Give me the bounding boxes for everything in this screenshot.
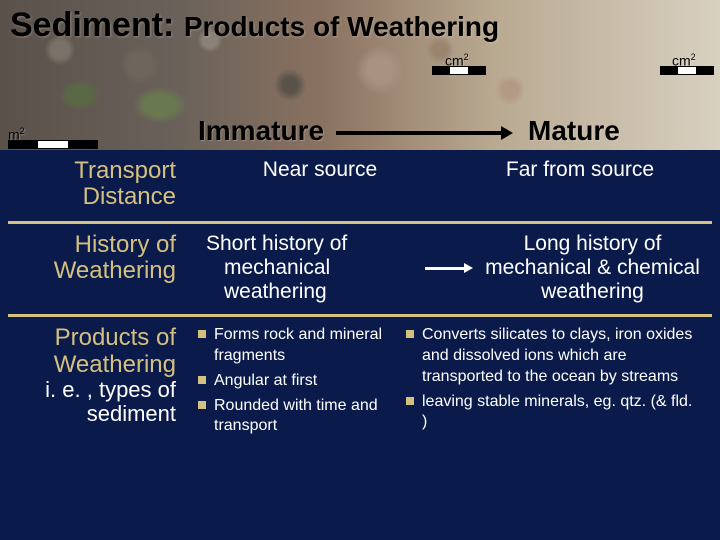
history-arrow-icon bbox=[415, 232, 475, 278]
row-label-history: History of Weathering bbox=[10, 232, 190, 285]
scale-bar-m2 bbox=[8, 140, 98, 149]
title-main: Sediment: bbox=[10, 6, 174, 44]
title-sub: Products of Weathering bbox=[184, 11, 499, 42]
list-item: Converts silicates to clays, iron oxides… bbox=[404, 325, 702, 387]
transport-far: Far from source bbox=[450, 158, 710, 182]
list-item: leaving stable minerals, eg. qtz. (& fld… bbox=[404, 392, 702, 434]
transport-near: Near source bbox=[190, 158, 450, 182]
label-mature: Mature bbox=[528, 115, 620, 147]
slide-title: Sediment: Products of Weathering bbox=[10, 6, 499, 45]
list-item: Forms rock and mineral fragments bbox=[196, 325, 392, 367]
row-label-products: Products of Weathering i. e. , types of … bbox=[10, 325, 190, 426]
row-transport: Transport Distance Near source Far from … bbox=[0, 150, 720, 221]
label-immature: Immature bbox=[198, 115, 324, 147]
row-products: Products of Weathering i. e. , types of … bbox=[0, 317, 720, 451]
list-item: Rounded with time and transport bbox=[196, 396, 392, 438]
content-table: Transport Distance Near source Far from … bbox=[0, 150, 720, 451]
history-long: Long history of mechanical & chemical we… bbox=[475, 232, 710, 304]
row-history: History of Weathering Short history of m… bbox=[0, 224, 720, 314]
list-item: Angular at first bbox=[196, 371, 392, 392]
maturity-arrow-icon bbox=[336, 131, 504, 135]
scale-bar-cm2-left bbox=[432, 66, 486, 75]
products-mature: Converts silicates to clays, iron oxides… bbox=[400, 325, 710, 437]
row-label-transport: Transport Distance bbox=[10, 158, 190, 211]
history-short: Short history of mechanical weathering bbox=[190, 232, 415, 304]
products-immature: Forms rock and mineral fragments Angular… bbox=[190, 325, 400, 441]
scale-bar-cm2-right bbox=[660, 66, 714, 75]
